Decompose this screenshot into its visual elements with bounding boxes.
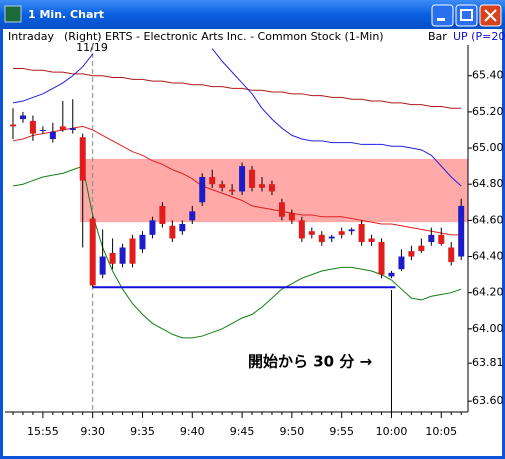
- candle-body: [129, 238, 136, 264]
- axes: 65.40 65.20 65.00 64.80 64.60 64.40 64.20 64.00…: [5, 45, 504, 438]
- y-tick-label: 63.81: [472, 356, 504, 369]
- candle-body: [358, 223, 365, 243]
- candle-body: [398, 256, 405, 270]
- plot: [10, 45, 468, 412]
- candle-body: [328, 236, 335, 239]
- candle-body: [199, 176, 206, 203]
- candle-body: [288, 213, 295, 221]
- candle-body: [368, 238, 375, 243]
- x-tick-label: 10:05: [425, 425, 457, 438]
- candle-body: [458, 205, 465, 257]
- candle-body: [209, 176, 216, 185]
- indicator-line: [12, 165, 462, 339]
- candle-body: [189, 211, 196, 221]
- y-tick-label: 64.60: [472, 213, 504, 226]
- candle-body: [109, 252, 116, 264]
- x-tick-label: 9:40: [180, 425, 205, 438]
- maximize-button[interactable]: [455, 4, 478, 27]
- date-label: 11/19: [76, 41, 108, 54]
- candle-body: [169, 225, 176, 239]
- candle-body: [49, 131, 56, 140]
- candle-body: [10, 124, 16, 127]
- y-tick-label: 64.20: [472, 286, 504, 299]
- x-tick-label: 9:45: [230, 425, 255, 438]
- symbol-label: (Right) ERTS - Electronic Arts Inc. - Co…: [64, 30, 384, 43]
- candle-body: [268, 184, 275, 192]
- candle-body: [408, 251, 415, 257]
- candle-body: [99, 256, 106, 275]
- candle-body: [239, 166, 246, 192]
- minimize-button[interactable]: [431, 4, 454, 27]
- minimize-icon: [437, 18, 445, 21]
- window-title: 1 Min. Chart: [28, 8, 104, 21]
- candle-body: [69, 128, 76, 130]
- indicator-line: [12, 125, 462, 236]
- candle-body: [438, 234, 445, 244]
- candle-body: [29, 120, 36, 134]
- candle-body: [249, 169, 256, 188]
- candle-body: [159, 205, 166, 224]
- candle-body: [139, 234, 146, 250]
- y-tick-label: 64.40: [472, 250, 504, 263]
- y-tick-label: 65.20: [472, 105, 504, 118]
- candle-body: [89, 218, 96, 286]
- style-label: Bar: [428, 30, 447, 43]
- candle-body: [308, 231, 315, 235]
- candle-body: [19, 115, 26, 120]
- maximize-icon: [460, 9, 473, 21]
- candle-body: [259, 184, 265, 188]
- candle-body: [318, 234, 325, 243]
- candle-body: [229, 189, 236, 192]
- indicator-line: [12, 48, 462, 187]
- x-tick-label: 15:55: [27, 425, 59, 438]
- candle-body: [348, 229, 355, 232]
- y-tick-label: 64.80: [472, 177, 504, 190]
- x-tick-label: 10:00: [376, 425, 408, 438]
- close-icon: [484, 9, 497, 22]
- x-tick-label: 9:35: [130, 425, 155, 438]
- y-tick-label: 63.60: [472, 394, 504, 407]
- candle-body: [448, 247, 455, 262]
- app-icon: [4, 5, 22, 23]
- candle-body: [428, 234, 435, 243]
- candle-body: [298, 220, 305, 239]
- candle-body: [378, 242, 385, 275]
- x-tick-label: 9:30: [80, 425, 105, 438]
- candle-body: [179, 223, 186, 232]
- annotation: 開始から 30 分 →: [248, 353, 372, 371]
- candle-body: [278, 202, 285, 217]
- candle-body: [59, 126, 66, 130]
- indicator-line: [13, 68, 462, 109]
- candle-body: [149, 220, 156, 235]
- mode-label: Intraday: [8, 30, 55, 43]
- y-tick-label: 65.00: [472, 141, 504, 154]
- candle-body: [79, 137, 86, 181]
- title-bar: [0, 0, 505, 29]
- chart-area: [3, 29, 502, 456]
- candle-body: [388, 272, 395, 277]
- y-tick-label: 64.00: [472, 322, 504, 335]
- x-tick-label: 9:50: [280, 425, 305, 438]
- candle-body: [39, 129, 46, 131]
- candle-body: [219, 184, 226, 188]
- x-tick-label: 9:55: [329, 425, 354, 438]
- y-tick-label: 65.40: [472, 69, 504, 82]
- candle-body: [119, 247, 126, 264]
- indicator-label: UP (P=20: [453, 30, 505, 43]
- candle-body: [418, 245, 425, 252]
- candle-body: [338, 231, 345, 235]
